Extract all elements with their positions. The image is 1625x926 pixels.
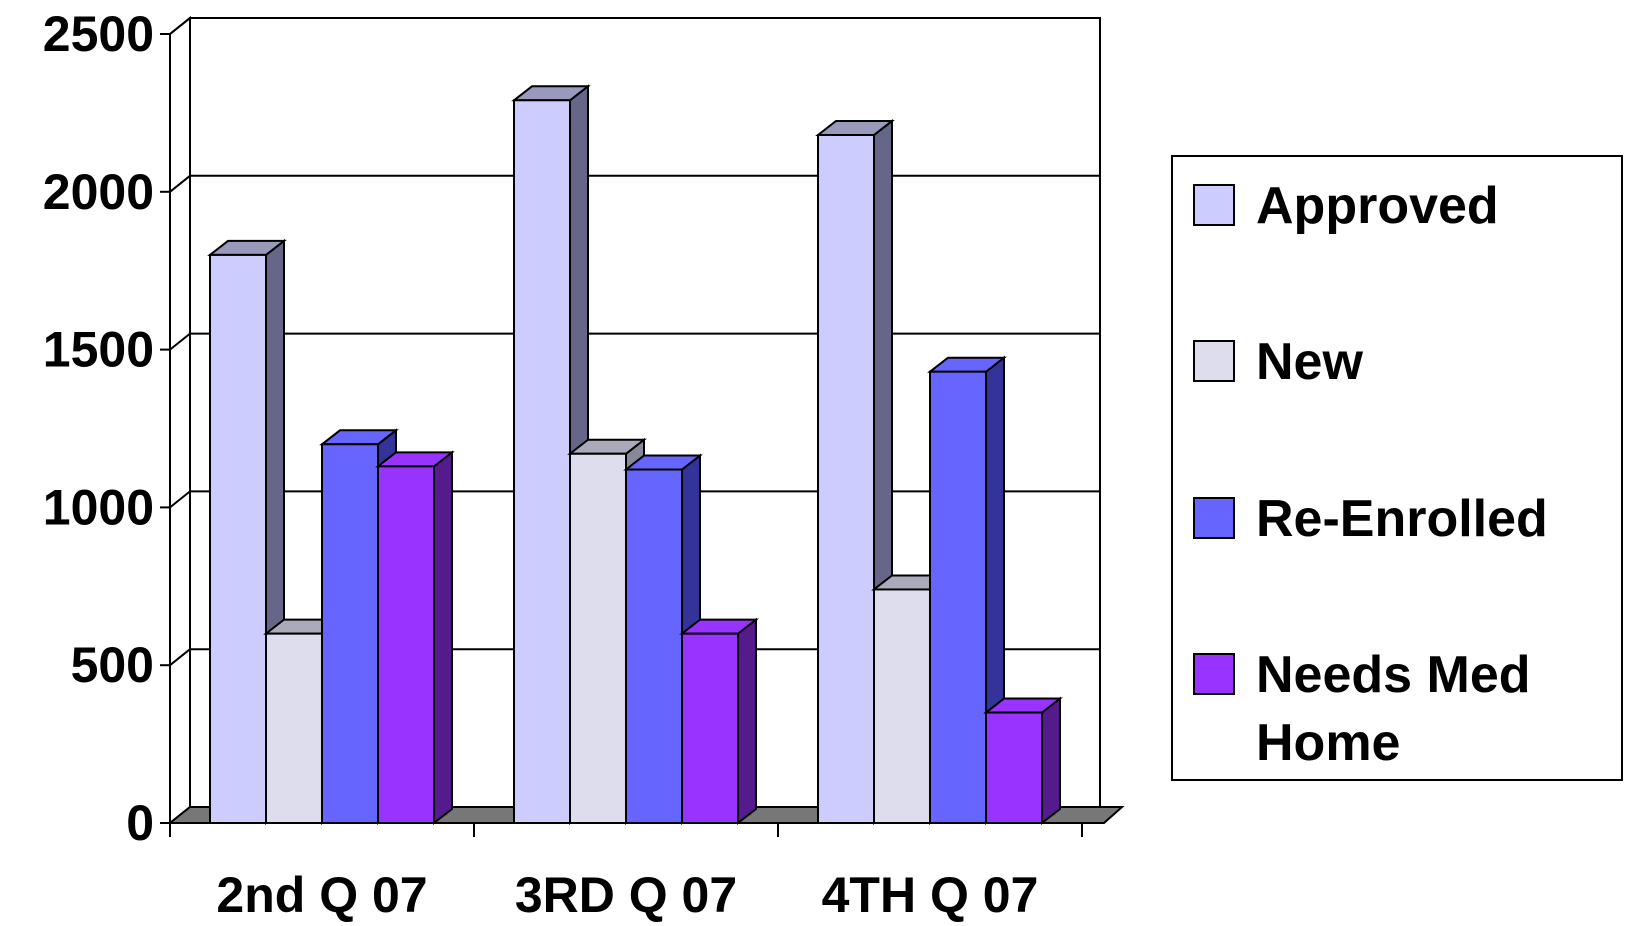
bar-front (321, 443, 379, 824)
y-axis-ticks: 0 500 1000 1500 2000 2500 (43, 6, 170, 851)
gridline-side (169, 17, 191, 35)
legend-box (1171, 155, 1623, 781)
bar-front (209, 253, 267, 825)
bar-front (873, 588, 931, 824)
legend-label: Home (1256, 714, 1400, 772)
legend-swatch (1193, 340, 1235, 382)
legend-label: Re-Enrolled (1256, 490, 1548, 548)
bar-side (737, 617, 757, 826)
bar-front (265, 632, 323, 825)
y-tick-label: 1000 (43, 479, 154, 535)
y-tick-label: 1500 (43, 322, 154, 378)
bars (207, 84, 1063, 826)
gridline-side (169, 648, 191, 666)
x-axis-ticks: 2nd Q 07 3RD Q 07 4TH Q 07 (169, 823, 1083, 923)
bar-front (377, 465, 435, 824)
bar (927, 355, 1007, 826)
bar-front (569, 452, 627, 824)
legend-label: New (1256, 333, 1363, 391)
bar-front (929, 370, 987, 824)
bar-side (1041, 696, 1061, 826)
bar-front (625, 468, 683, 824)
bar (679, 617, 759, 826)
side-wall (169, 15, 191, 826)
bar (375, 450, 455, 826)
bar-side (433, 450, 453, 826)
legend-swatch (1193, 653, 1235, 695)
legend-swatch (1193, 184, 1235, 226)
legend: Approved New Re-Enrolled Needs Med Home (1171, 155, 1623, 781)
axes (169, 34, 1082, 824)
y-tick-label: 2000 (43, 164, 154, 220)
gridline-side (169, 490, 191, 509)
y-tick-label: 2500 (43, 6, 154, 62)
bar-front (817, 133, 875, 824)
gridline-side (169, 175, 191, 193)
y-tick-label: 500 (71, 637, 154, 693)
gridline-side (169, 332, 191, 351)
bar-front (681, 632, 739, 825)
legend-label: Needs Med (1256, 646, 1531, 704)
bar (983, 696, 1063, 826)
y-tick-label: 0 (126, 795, 154, 851)
bar-front (513, 99, 571, 824)
x-tick-label: 2nd Q 07 (216, 867, 427, 923)
legend-label: Approved (1256, 177, 1499, 235)
legend-swatch (1193, 497, 1235, 539)
bar-front (985, 711, 1043, 824)
x-tick-label: 4TH Q 07 (822, 867, 1039, 923)
x-tick-label: 3RD Q 07 (515, 867, 737, 923)
